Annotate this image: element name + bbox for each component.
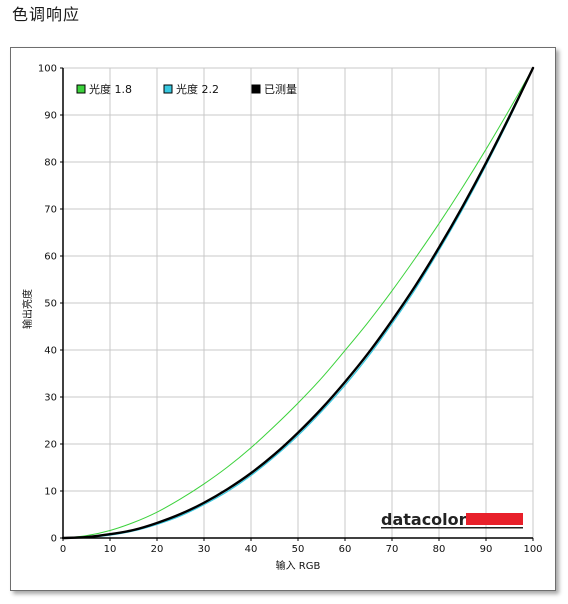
x-axis-title: 输入 RGB (276, 559, 321, 572)
tick-labels: 0 10 20 30 40 50 60 70 80 90 100 0 10 20 30 40 50 60 70 80 9… (38, 64, 543, 556)
x-tick-label: 10 (104, 544, 117, 555)
y-tick-label: 100 (38, 64, 57, 75)
series-line-1 (62, 67, 534, 539)
datacolor-logo: datacolor (381, 510, 523, 529)
legend-swatch (163, 84, 173, 94)
y-tick-label: 30 (44, 393, 57, 404)
x-tick-label: 90 (480, 544, 493, 555)
tone-response-chart: 0 10 20 30 40 50 60 70 80 90 100 0 10 20 30 40 50 60 70 80 9… (21, 64, 543, 573)
series-line-3 (61, 66, 535, 540)
legend-label: 已测量 (264, 83, 297, 96)
y-tick-label: 90 (44, 111, 57, 122)
page-title: 色调响应 (12, 5, 81, 24)
x-tick-label: 100 (523, 544, 542, 555)
legend-swatch (76, 84, 86, 94)
y-axis-title: 输出亮度 (21, 289, 34, 329)
y-tick-label: 80 (44, 158, 57, 169)
legend: 光度 1.8 光度 2.2 已测量 (76, 82, 297, 96)
x-tick-label: 60 (339, 544, 352, 555)
x-tick-label: 40 (245, 544, 258, 555)
x-tick-label: 70 (386, 544, 399, 555)
series-lines (61, 66, 535, 540)
y-tick-label: 10 (44, 487, 57, 498)
axes (60, 67, 534, 541)
datacolor-logo-bar (466, 513, 523, 525)
y-tick-label: 40 (44, 346, 57, 357)
y-tick-label: 20 (44, 440, 57, 451)
y-tick-label: 50 (44, 299, 57, 310)
y-tick-label: 60 (44, 252, 57, 263)
legend-label: 光度 2.2 (176, 82, 219, 96)
chart-frame: 0 10 20 30 40 50 60 70 80 90 100 0 10 20 30 40 50 60 70 80 9… (10, 47, 556, 591)
x-tick-label: 30 (198, 544, 211, 555)
datacolor-logo-text: datacolor (381, 510, 467, 529)
legend-swatch (251, 84, 261, 94)
legend-label: 光度 1.8 (89, 82, 132, 96)
gridlines (62, 67, 534, 539)
x-tick-label: 50 (292, 544, 305, 555)
datacolor-logo-underline (381, 527, 523, 529)
x-tick-label: 80 (433, 544, 446, 555)
x-tick-label: 20 (151, 544, 164, 555)
y-tick-label: 70 (44, 205, 57, 216)
x-tick-label: 0 (60, 544, 66, 555)
y-tick-label: 0 (51, 534, 57, 545)
